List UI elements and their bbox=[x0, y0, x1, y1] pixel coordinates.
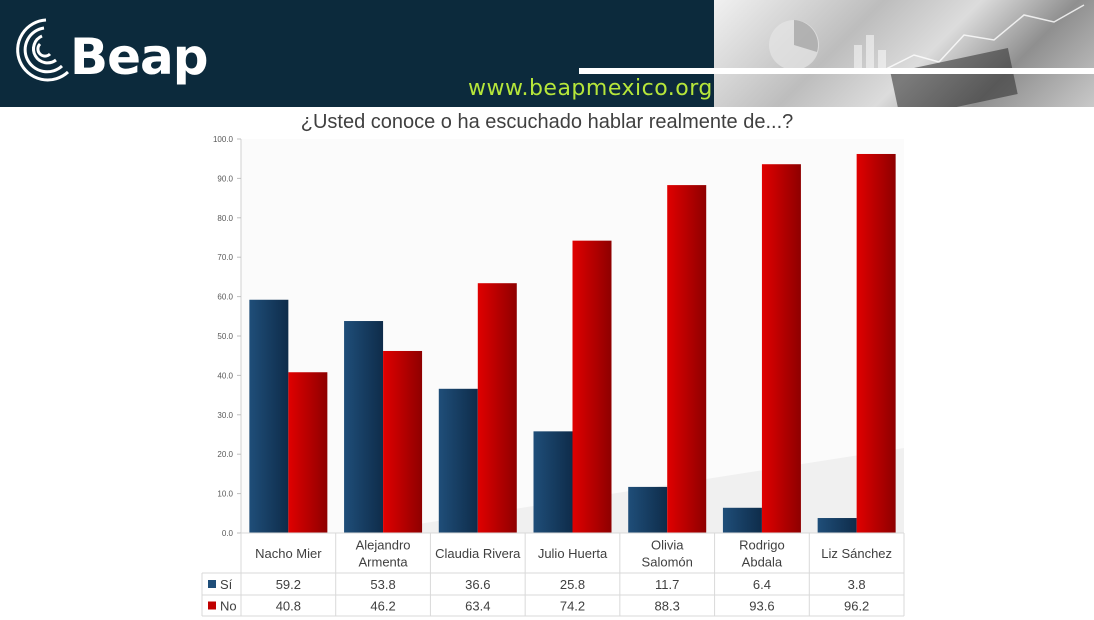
y-tick-label: 100.0 bbox=[213, 135, 234, 144]
data-label: 25.8 bbox=[560, 577, 585, 592]
data-label: 40.8 bbox=[276, 599, 301, 614]
data-label: 3.8 bbox=[848, 577, 866, 592]
y-tick-label: 60.0 bbox=[217, 293, 233, 302]
data-label: 88.3 bbox=[655, 599, 680, 614]
category-label: Abdala bbox=[742, 555, 783, 570]
legend-label: No bbox=[220, 599, 237, 614]
category-label: Julio Huerta bbox=[538, 546, 608, 561]
bar-si bbox=[628, 486, 668, 533]
banner-photo bbox=[714, 0, 1094, 107]
category-label: Salomón bbox=[642, 555, 693, 570]
bar-si bbox=[438, 388, 478, 533]
data-label: 46.2 bbox=[370, 599, 395, 614]
category-label: Liz Sánchez bbox=[821, 546, 892, 561]
bar-no bbox=[856, 153, 896, 534]
data-label: 36.6 bbox=[465, 577, 490, 592]
y-tick-label: 80.0 bbox=[217, 214, 233, 223]
bar-si bbox=[533, 431, 573, 533]
y-tick-label: 30.0 bbox=[217, 411, 233, 420]
data-label: 11.7 bbox=[655, 577, 679, 592]
legend-key-no bbox=[208, 601, 216, 610]
category-label: Rodrigo bbox=[739, 538, 785, 553]
bar-no bbox=[288, 372, 328, 533]
bar-no bbox=[477, 283, 517, 533]
legend-label: Sí bbox=[220, 577, 233, 592]
y-tick-label: 50.0 bbox=[217, 332, 233, 341]
bar-no bbox=[761, 164, 801, 533]
y-tick-label: 40.0 bbox=[217, 371, 233, 380]
legend-key-si bbox=[208, 580, 216, 588]
category-label: Alejandro bbox=[356, 538, 411, 553]
y-tick-label: 20.0 bbox=[217, 450, 233, 459]
bar-si bbox=[249, 299, 289, 533]
logo-swirl-icon bbox=[16, 18, 70, 82]
category-label: Nacho Mier bbox=[255, 546, 322, 561]
beap-logo: Beap bbox=[8, 14, 218, 84]
y-tick-label: 10.0 bbox=[217, 490, 233, 499]
bar-no bbox=[572, 240, 612, 534]
data-label: 63.4 bbox=[465, 599, 490, 614]
data-label: 6.4 bbox=[753, 577, 771, 592]
category-label: Claudia Rivera bbox=[435, 546, 521, 561]
bar-si bbox=[344, 321, 384, 533]
y-tick-label: 70.0 bbox=[217, 253, 233, 262]
bar-no bbox=[383, 350, 423, 533]
category-label: Olivia bbox=[651, 538, 684, 553]
data-label: 74.2 bbox=[560, 599, 585, 614]
website-url: www.beapmexico.org bbox=[468, 76, 713, 101]
data-label: 59.2 bbox=[276, 577, 301, 592]
bar-si bbox=[817, 518, 857, 533]
chart-title: ¿Usted conoce o ha escuchado hablar real… bbox=[300, 111, 794, 133]
banner-stripe bbox=[579, 68, 1094, 74]
data-label: 96.2 bbox=[844, 599, 869, 614]
y-tick-label: 90.0 bbox=[217, 174, 233, 183]
logo-text: Beap bbox=[70, 28, 209, 86]
banner-chart-graphic bbox=[769, 4, 1085, 107]
bar-no bbox=[667, 185, 707, 533]
y-tick-label: 0.0 bbox=[222, 529, 234, 538]
category-label: Armenta bbox=[359, 555, 409, 570]
data-label: 53.8 bbox=[370, 577, 395, 592]
bar-si bbox=[722, 507, 762, 533]
header-banner: Beap www.beapmexico.org bbox=[0, 0, 1094, 107]
data-label: 93.6 bbox=[749, 599, 774, 614]
